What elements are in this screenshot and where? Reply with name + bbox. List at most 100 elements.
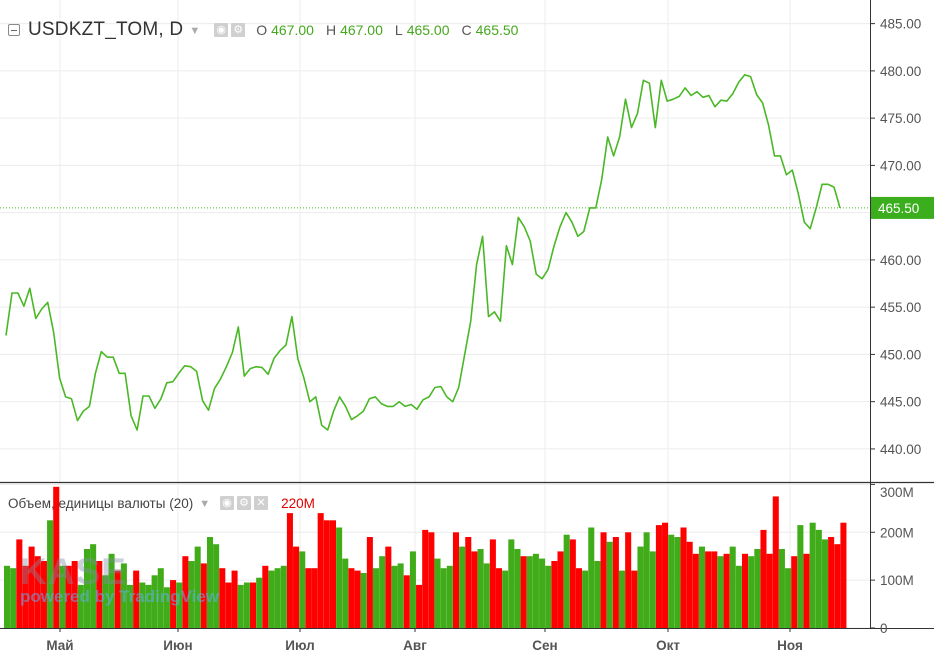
volume-bar[interactable] — [77, 584, 84, 628]
volume-bar[interactable] — [40, 561, 47, 628]
volume-bar[interactable] — [391, 565, 398, 628]
volume-bar[interactable] — [403, 575, 410, 628]
volume-bar[interactable] — [778, 549, 785, 628]
volume-bar[interactable] — [262, 565, 269, 628]
volume-bar[interactable] — [170, 580, 177, 628]
symbol-dropdown-icon[interactable]: ▼ — [189, 25, 201, 37]
volume-bar[interactable] — [280, 565, 287, 628]
volume-bar[interactable] — [219, 568, 226, 628]
volume-bar[interactable] — [65, 565, 72, 628]
volume-bar[interactable] — [243, 582, 250, 629]
volume-bar[interactable] — [22, 565, 29, 628]
volume-bar[interactable] — [157, 568, 164, 628]
volume-bar[interactable] — [409, 551, 416, 628]
volume-bar[interactable] — [668, 534, 675, 628]
volume-bar[interactable] — [748, 556, 755, 628]
volume-bar[interactable] — [471, 551, 478, 628]
volume-bar[interactable] — [514, 549, 521, 628]
volume-bar[interactable] — [416, 584, 423, 628]
volume-bar[interactable] — [354, 570, 361, 628]
volume-bar[interactable] — [108, 553, 115, 628]
symbol-title[interactable]: USDKZT_TOM, D — [28, 19, 184, 40]
volume-bar[interactable] — [127, 584, 134, 628]
price-series-line[interactable] — [5, 73, 841, 431]
volume-bar[interactable] — [114, 570, 121, 628]
volume-bar[interactable] — [797, 525, 804, 628]
volume-bar[interactable] — [815, 529, 822, 628]
volume-bar[interactable] — [440, 568, 447, 628]
volume-bar[interactable] — [477, 549, 484, 628]
volume-bar[interactable] — [772, 496, 779, 628]
volume-bar[interactable] — [446, 565, 453, 628]
volume-dropdown-icon[interactable]: ▼ — [199, 497, 211, 510]
volume-bar[interactable] — [428, 532, 435, 628]
volume-bar[interactable] — [520, 556, 527, 628]
volume-bar[interactable] — [692, 553, 699, 628]
hide-series-icon[interactable]: ◉ — [214, 23, 229, 37]
volume-bar[interactable] — [582, 570, 589, 628]
volume-bar[interactable] — [10, 568, 17, 628]
volume-bar[interactable] — [96, 561, 103, 628]
volume-bar[interactable] — [194, 546, 201, 628]
volume-bar[interactable] — [311, 568, 318, 628]
volume-bar[interactable] — [612, 537, 619, 628]
volume-bar[interactable] — [90, 544, 97, 628]
volume-bar[interactable] — [151, 575, 158, 628]
volume-bar[interactable] — [28, 546, 35, 628]
volume-bar[interactable] — [821, 539, 828, 628]
volume-bar[interactable] — [299, 551, 306, 628]
volume-bar[interactable] — [366, 537, 373, 628]
volume-bar[interactable] — [397, 563, 404, 628]
volume-bar[interactable] — [655, 525, 662, 628]
collapse-pane-icon[interactable] — [8, 24, 20, 36]
volume-bar[interactable] — [735, 565, 742, 628]
volume-bar[interactable] — [551, 561, 558, 628]
volume-bar[interactable] — [606, 541, 613, 628]
volume-bar[interactable] — [293, 546, 300, 628]
volume-bar[interactable] — [120, 563, 127, 628]
volume-bar[interactable] — [489, 539, 496, 628]
volume-bar[interactable] — [563, 534, 570, 628]
volume-bar[interactable] — [631, 570, 638, 628]
volume-bar[interactable] — [711, 551, 718, 628]
volume-bar[interactable] — [34, 556, 41, 628]
volume-bar[interactable] — [729, 546, 736, 628]
volume-bar[interactable] — [600, 532, 607, 628]
volume-bar[interactable] — [47, 520, 54, 628]
remove-volume-icon[interactable]: ✕ — [254, 496, 269, 510]
volume-bar[interactable] — [717, 556, 724, 628]
volume-bar[interactable] — [662, 522, 669, 628]
volume-bar[interactable] — [385, 546, 392, 628]
volume-bar[interactable] — [163, 587, 170, 628]
volume-bar[interactable] — [329, 520, 336, 628]
volume-bar[interactable] — [317, 513, 324, 628]
volume-bar[interactable] — [643, 532, 650, 628]
volume-bar[interactable] — [508, 539, 515, 628]
volume-bar[interactable] — [53, 486, 60, 628]
hide-volume-icon[interactable]: ◉ — [220, 496, 235, 510]
volume-bar[interactable] — [336, 527, 343, 629]
volume-bar[interactable] — [588, 527, 595, 629]
volume-title[interactable]: Объем, единицы валюты (20) — [8, 495, 194, 511]
volume-bar[interactable] — [59, 565, 66, 628]
volume-bar[interactable] — [649, 551, 656, 628]
volume-bar[interactable] — [237, 584, 244, 628]
volume-bar[interactable] — [305, 568, 312, 628]
volume-bar[interactable] — [754, 549, 761, 628]
volume-bar[interactable] — [83, 549, 90, 628]
volume-bar[interactable] — [379, 556, 386, 628]
volume-bar[interactable] — [452, 532, 459, 628]
volume-bar[interactable] — [674, 537, 681, 628]
volume-bar[interactable] — [705, 551, 712, 628]
volume-bar[interactable] — [360, 573, 367, 628]
volume-bar[interactable] — [465, 537, 472, 628]
volume-bar[interactable] — [483, 563, 490, 628]
volume-bar[interactable] — [532, 553, 539, 628]
volume-bar[interactable] — [225, 582, 232, 629]
volume-bar[interactable] — [496, 568, 503, 628]
volume-bar[interactable] — [145, 584, 152, 628]
volume-bar[interactable] — [422, 529, 429, 628]
volume-bar[interactable] — [102, 575, 109, 628]
volume-bar[interactable] — [274, 568, 281, 628]
